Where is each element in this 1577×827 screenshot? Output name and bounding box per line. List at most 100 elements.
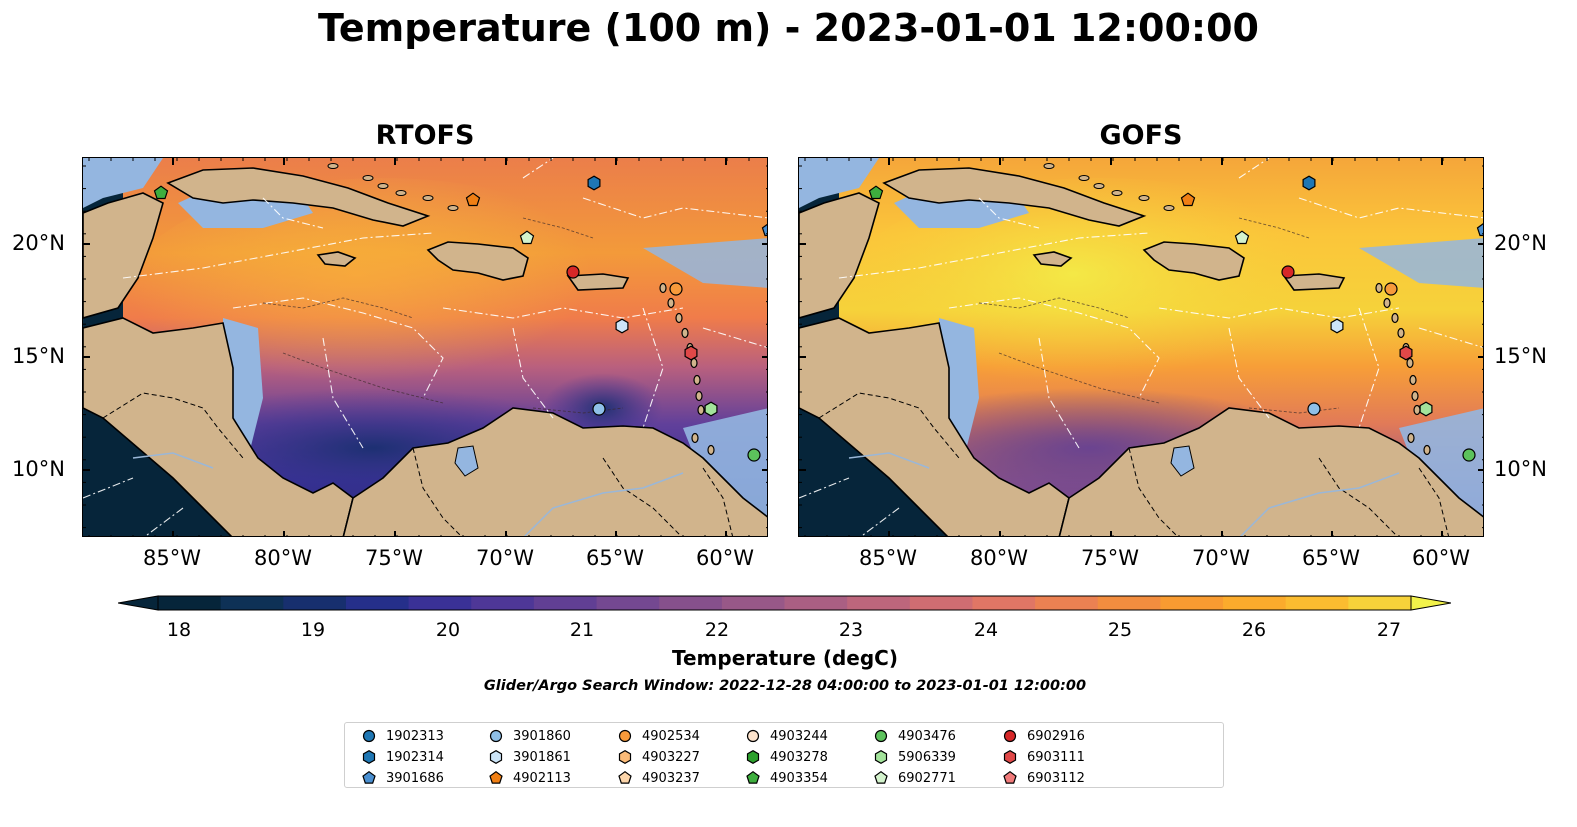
lon-label: 75°W bbox=[365, 546, 423, 570]
eez-boundary bbox=[1298, 197, 1483, 219]
eez-boundary bbox=[322, 337, 364, 449]
pentagon-marker-icon bbox=[489, 770, 503, 784]
legend-entry: 1902314 bbox=[361, 749, 444, 765]
colorbar-tick-label: 25 bbox=[1107, 619, 1133, 641]
legend-marker bbox=[362, 770, 376, 784]
bahamas-island bbox=[362, 175, 374, 181]
float-legend: 1902313 1902314 3901686 3901860 3901861 49021… bbox=[344, 722, 1224, 788]
legend-label: 3901860 bbox=[513, 728, 571, 744]
legend-entry: 3901861 bbox=[488, 749, 571, 765]
country-border bbox=[412, 447, 462, 536]
gulf-shelf bbox=[799, 158, 879, 208]
eez-boundary bbox=[262, 197, 324, 229]
eez-boundary bbox=[1228, 327, 1270, 419]
lesser-antilles-island bbox=[675, 312, 683, 324]
bathymetry-contour bbox=[978, 297, 1130, 319]
colorbar-segment bbox=[596, 596, 660, 610]
rtofs-map[interactable] bbox=[82, 157, 768, 537]
circle-marker-icon bbox=[874, 729, 888, 743]
lesser-antilles-island bbox=[1375, 282, 1383, 294]
colorbar-tick-label: 24 bbox=[973, 619, 999, 641]
eez-boundary bbox=[978, 197, 1040, 229]
eez-boundary bbox=[122, 232, 434, 279]
hexagon-marker-icon bbox=[874, 750, 888, 764]
legend-label: 5906339 bbox=[898, 749, 956, 765]
legend-marker bbox=[874, 729, 888, 743]
yucatan-land bbox=[799, 192, 880, 319]
lon-label: 85°W bbox=[859, 546, 917, 570]
colorbar-segment bbox=[408, 596, 472, 610]
nicaragua-shelf bbox=[939, 318, 979, 458]
lesser-antilles-island bbox=[1397, 327, 1405, 339]
bahamas-island bbox=[447, 205, 459, 211]
legend-marker bbox=[362, 729, 376, 743]
legend-label: 6902916 bbox=[1027, 728, 1085, 744]
legend-label: 1902313 bbox=[386, 728, 444, 744]
legend-entry: 6903111 bbox=[1002, 749, 1085, 765]
legend-label: 3901686 bbox=[386, 770, 444, 786]
colorbar-tick-label: 26 bbox=[1241, 619, 1267, 641]
gulf-shelf bbox=[83, 158, 163, 208]
colorbar-segment bbox=[1160, 596, 1224, 610]
colorbar-segment bbox=[1223, 596, 1287, 610]
legend-entry: 4902113 bbox=[488, 770, 571, 786]
lesser-antilles-island bbox=[1407, 432, 1415, 444]
bathymetry-contour bbox=[282, 352, 444, 404]
legend-marker bbox=[489, 770, 503, 784]
bahamas-island bbox=[1163, 205, 1175, 211]
colorbar-label: Temperature (degC) bbox=[672, 646, 898, 670]
float-marker-pentagon bbox=[1234, 230, 1250, 245]
lat-label: 15°N bbox=[12, 344, 65, 368]
figure-title: Temperature (100 m) - 2023-01-01 12:00:0… bbox=[317, 6, 1259, 50]
eez-boundary bbox=[1418, 327, 1483, 348]
float-marker-circle bbox=[669, 282, 683, 296]
bathymetry-contour bbox=[1248, 407, 1340, 414]
lon-label: 60°W bbox=[1412, 546, 1470, 570]
lon-label: 85°W bbox=[143, 546, 201, 570]
float-marker-circle bbox=[747, 448, 761, 462]
legend-label: 6902771 bbox=[898, 770, 956, 786]
cuba-land bbox=[166, 167, 431, 227]
lesser-antilles-island bbox=[707, 444, 715, 456]
bahamas-island bbox=[422, 195, 434, 201]
float-marker-hexagon bbox=[1399, 345, 1413, 361]
lesser-antilles-island bbox=[667, 297, 675, 309]
legend-marker bbox=[746, 729, 760, 743]
yucatan-land bbox=[83, 192, 164, 319]
legend-entry: 5906339 bbox=[873, 749, 956, 765]
legend-label: 4903476 bbox=[898, 728, 956, 744]
atlantic-shelf bbox=[1359, 238, 1483, 288]
central-america-land bbox=[83, 317, 354, 536]
circle-marker-icon bbox=[362, 729, 376, 743]
nicaragua-shelf bbox=[223, 318, 263, 458]
float-marker-circle bbox=[592, 402, 606, 416]
colorbar-segment bbox=[533, 596, 598, 610]
country-border bbox=[818, 392, 960, 459]
float-marker-circle bbox=[1462, 448, 1476, 462]
float-marker-circle bbox=[566, 265, 580, 279]
hexagon-marker-icon bbox=[1003, 750, 1017, 764]
pentagon-marker-icon bbox=[874, 770, 888, 784]
legend-entry: 4903227 bbox=[617, 749, 700, 765]
hispaniola-land bbox=[426, 241, 529, 281]
hexagon-marker-icon bbox=[489, 750, 503, 764]
lon-label: 65°W bbox=[586, 546, 644, 570]
lat-label: 20°N bbox=[12, 231, 65, 255]
legend-entry: 6902916 bbox=[1002, 728, 1085, 744]
gofs-map[interactable] bbox=[798, 157, 1484, 537]
jamaica-land bbox=[1032, 251, 1073, 267]
lesser-antilles-island bbox=[1409, 374, 1417, 386]
float-marker-hexagon bbox=[684, 345, 698, 361]
lesser-antilles-island bbox=[1411, 390, 1419, 402]
country-border bbox=[1318, 457, 1398, 536]
legend-marker bbox=[618, 750, 632, 764]
colorbar-outline bbox=[157, 595, 1412, 611]
bahamas-island bbox=[1093, 183, 1105, 189]
circle-marker-icon bbox=[746, 729, 760, 743]
float-marker-pentagon bbox=[1180, 192, 1196, 207]
float-marker-hexagon bbox=[704, 401, 718, 417]
legend-marker bbox=[1003, 750, 1017, 764]
lesser-antilles-island bbox=[1406, 357, 1414, 369]
legend-entry: 4903244 bbox=[745, 728, 828, 744]
float-marker-hexagon bbox=[1302, 175, 1316, 191]
